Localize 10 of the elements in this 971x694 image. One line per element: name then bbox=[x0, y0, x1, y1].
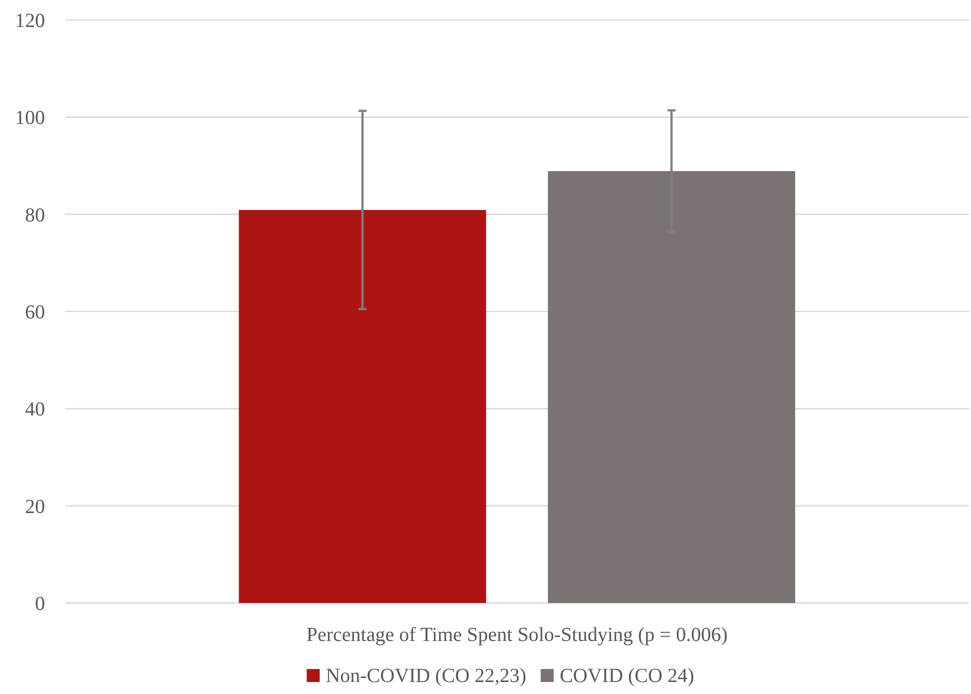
y-tick-label: 120 bbox=[15, 10, 45, 32]
y-tick-label: 20 bbox=[25, 496, 45, 518]
legend-label: Non-COVID (CO 22,23) bbox=[326, 665, 526, 687]
y-tick-label: 60 bbox=[25, 302, 45, 324]
y-tick-label: 0 bbox=[35, 593, 45, 615]
y-tick-label: 100 bbox=[15, 107, 45, 130]
y-tick-label: 40 bbox=[25, 398, 45, 421]
legend-label: COVID (CO 24) bbox=[560, 665, 694, 687]
y-tick-label: 80 bbox=[25, 204, 45, 226]
x-tick-label: Percentage of Time Spent Solo-Studying (p = 0.006) bbox=[306, 624, 728, 646]
